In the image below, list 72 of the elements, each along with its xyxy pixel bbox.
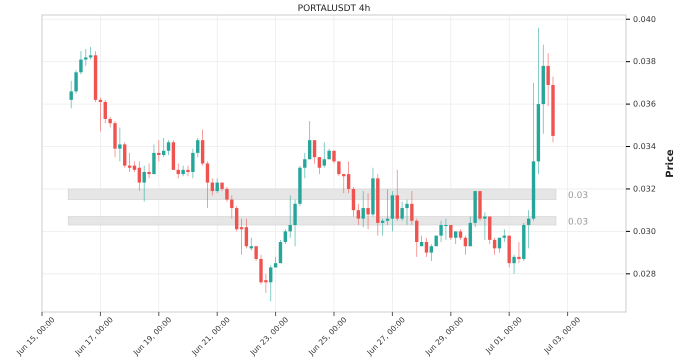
candlestick bbox=[230, 194, 234, 220]
candlestick bbox=[74, 70, 78, 94]
candlestick bbox=[492, 237, 496, 256]
candlestick bbox=[512, 254, 516, 274]
candlestick bbox=[79, 50, 83, 75]
candlestick bbox=[98, 97, 102, 132]
candlestick bbox=[517, 242, 521, 264]
band-label: 0.03 bbox=[568, 217, 588, 228]
candlestick bbox=[210, 178, 214, 196]
candlestick bbox=[70, 80, 73, 109]
candlestick bbox=[410, 190, 414, 226]
candlestick bbox=[396, 169, 399, 222]
candlestick bbox=[464, 235, 468, 256]
candlestick bbox=[449, 224, 452, 240]
candlestick bbox=[200, 129, 204, 166]
candlestick bbox=[293, 199, 297, 247]
candlestick bbox=[483, 212, 487, 240]
candlestick bbox=[502, 228, 506, 242]
candlestick bbox=[108, 116, 112, 128]
candlestick bbox=[337, 160, 341, 177]
candlestick bbox=[191, 148, 195, 179]
y-tick-label: 0.040 bbox=[633, 14, 656, 24]
candlestick bbox=[327, 148, 331, 160]
candlestick bbox=[157, 140, 160, 162]
band-label: 0.03 bbox=[568, 190, 588, 201]
candlestick bbox=[152, 144, 156, 175]
candlestick bbox=[415, 218, 418, 258]
candlestick bbox=[526, 210, 530, 249]
candlestick bbox=[123, 142, 126, 168]
candlestick bbox=[303, 152, 306, 179]
candlestick bbox=[356, 203, 360, 226]
candlestick bbox=[390, 190, 394, 232]
y-tick-label: 0.034 bbox=[633, 142, 656, 152]
chart-title: PORTALUSDT 4h bbox=[298, 4, 370, 14]
candlestick bbox=[468, 216, 472, 247]
candlestick bbox=[380, 218, 384, 236]
candlestick bbox=[269, 264, 272, 302]
candlestick bbox=[458, 228, 462, 240]
candlestick bbox=[88, 46, 92, 60]
candlestick bbox=[142, 165, 146, 202]
candlestick bbox=[118, 127, 122, 162]
candlestick bbox=[216, 178, 219, 194]
candlestick bbox=[147, 163, 151, 179]
candlestick bbox=[322, 142, 326, 168]
y-tick-label: 0.038 bbox=[633, 57, 656, 66]
candlestick bbox=[196, 138, 200, 158]
candlestick bbox=[181, 165, 185, 177]
candlestick bbox=[454, 230, 458, 245]
candlestick bbox=[225, 186, 229, 202]
candlestick bbox=[318, 156, 322, 175]
candlestick bbox=[162, 138, 166, 158]
candlestick bbox=[284, 228, 288, 245]
candlestick bbox=[488, 216, 492, 245]
y-axis-title: Price bbox=[665, 149, 676, 178]
candlestick bbox=[254, 246, 258, 262]
candlestick bbox=[366, 192, 370, 230]
candlestick bbox=[176, 163, 180, 179]
candlestick bbox=[362, 190, 365, 228]
candlestick bbox=[288, 194, 292, 238]
y-tick-label: 0.030 bbox=[633, 226, 656, 236]
candlestick bbox=[400, 201, 404, 222]
candlestick bbox=[250, 237, 253, 251]
candlestick bbox=[104, 99, 107, 124]
candlestick bbox=[274, 256, 278, 268]
y-tick-label: 0.036 bbox=[633, 100, 656, 109]
candlestick bbox=[308, 120, 312, 160]
candlestick bbox=[546, 52, 550, 107]
candlestick bbox=[84, 48, 88, 66]
candlestick bbox=[430, 244, 434, 262]
y-tick-label: 0.032 bbox=[633, 184, 656, 194]
y-tick-label: 0.028 bbox=[633, 269, 656, 278]
candlestick bbox=[386, 188, 390, 226]
